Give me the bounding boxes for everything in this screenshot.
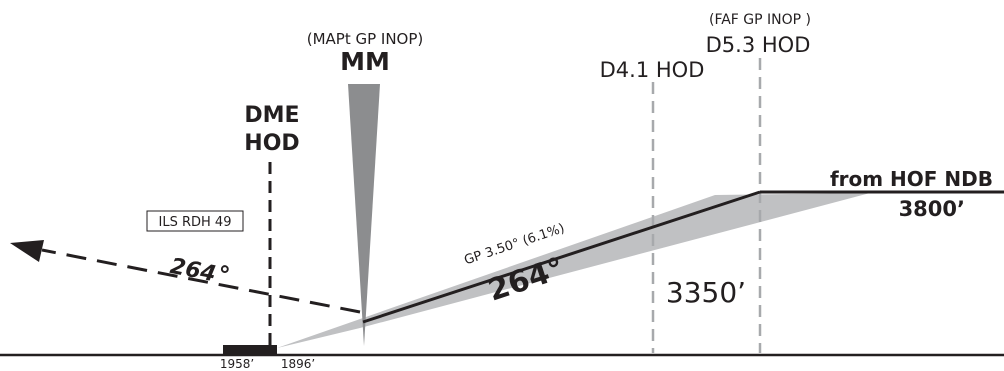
faf-gp-inop-note: (FAF GP INOP ) — [709, 12, 811, 28]
mm-label: MM — [340, 47, 390, 76]
dme-label: DME — [244, 103, 299, 128]
runway — [223, 345, 277, 354]
threshold-left-elevation: 1958’ — [220, 357, 254, 371]
missed-approach-arrowhead — [10, 240, 44, 262]
glidepath-line — [362, 190, 761, 324]
missed-course-label-group: 264 ° — [168, 254, 232, 290]
glidepath-tolerance-wedge — [277, 193, 870, 348]
initial-altitude-label: 3800’ — [899, 197, 965, 221]
mapt-gp-inop-note: (MAPt GP INOP) — [307, 30, 424, 48]
d53-hod-label: D5.3 HOD — [706, 33, 811, 57]
missed-course-number: 264 — [168, 254, 218, 287]
final-course-label: 264° — [484, 251, 569, 309]
ils-rdh-box — [146, 210, 244, 232]
d41-hod-label: D4.1 HOD — [600, 58, 705, 82]
threshold-right-elevation: 1896’ — [281, 357, 315, 371]
dme-hod-label: HOD — [244, 131, 299, 156]
mm-marker-cone — [348, 84, 380, 346]
fix-altitude-label: 3350’ — [666, 276, 746, 309]
ils-rdh-label: ILS RDH 49 — [159, 215, 232, 230]
missed-approach-track — [41, 248, 361, 314]
from-hof-ndb-label: from HOF NDB — [830, 167, 993, 191]
missed-course-degree: ° — [215, 260, 232, 290]
